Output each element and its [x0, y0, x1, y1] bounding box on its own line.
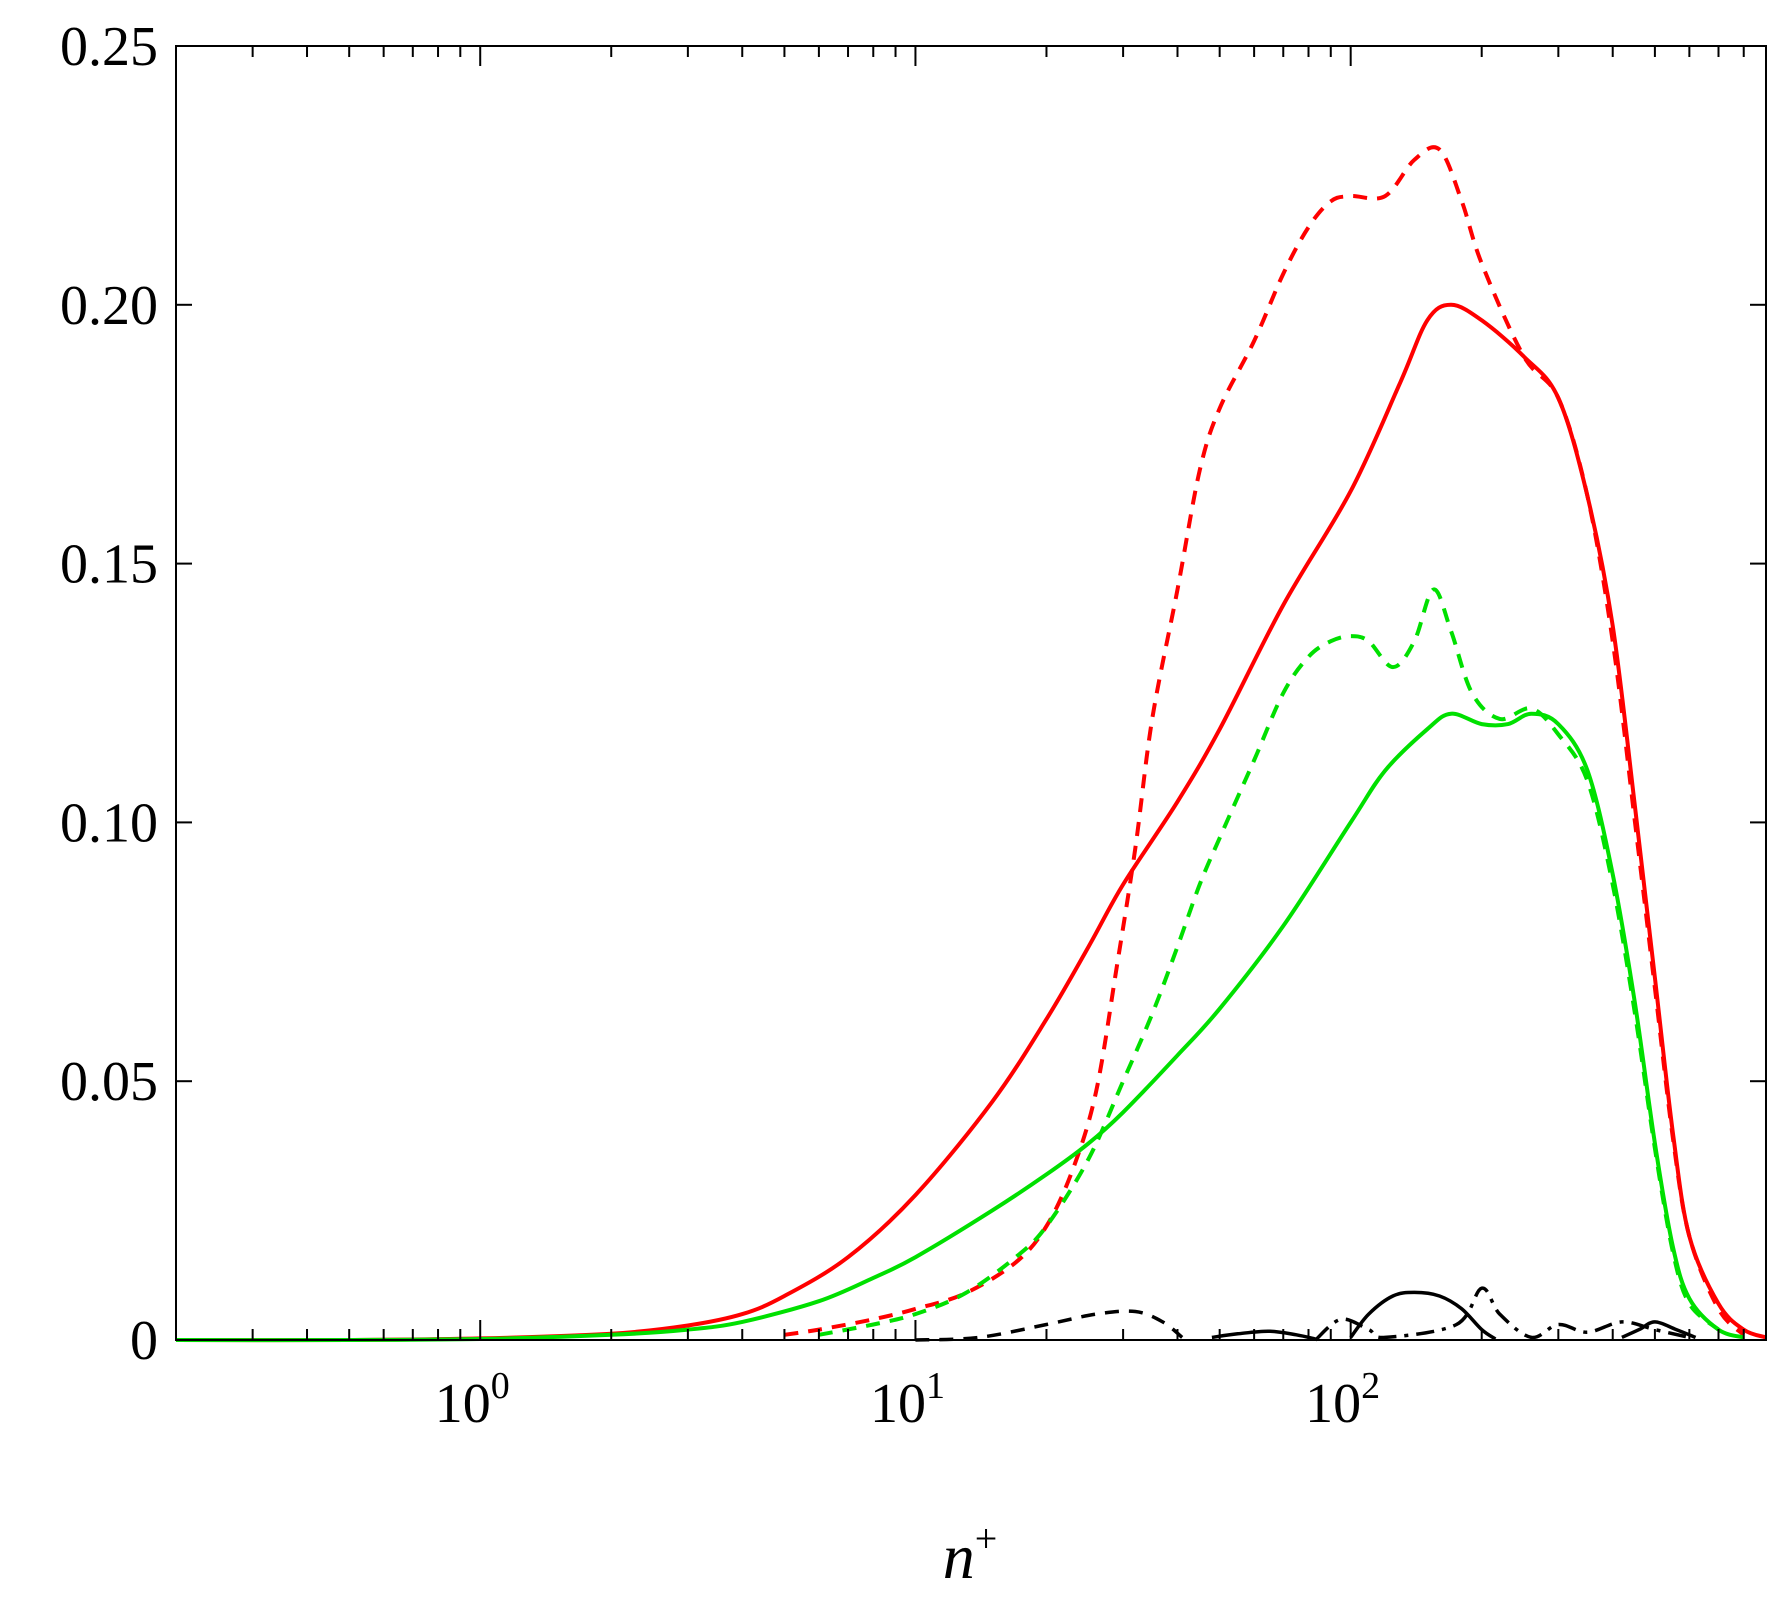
x-axis-title-sup: + — [975, 1516, 998, 1561]
y-tick-label: 0 — [130, 1310, 158, 1372]
series-line-9 — [1621, 1320, 1697, 1340]
series-line-2 — [784, 145, 1746, 1337]
x-tick-label-exp: 1 — [926, 1365, 945, 1407]
x-tick-label-exp: 2 — [1361, 1365, 1380, 1407]
series-line-8 — [1314, 1286, 1690, 1342]
x-tick-label-base: 10 — [435, 1373, 491, 1435]
x-tick-label: 100 — [435, 1365, 510, 1435]
x-axis-title: n+ — [943, 1516, 998, 1592]
x-tick-label-base: 10 — [1305, 1373, 1361, 1435]
series-line-1 — [175, 302, 1767, 1343]
x-axis-title-base: n — [943, 1521, 975, 1592]
y-tick-label: 0.25 — [60, 16, 158, 78]
y-tick-label: 0.05 — [60, 1051, 158, 1113]
x-tick-label-base: 10 — [870, 1373, 926, 1435]
series-layer — [175, 145, 1767, 1343]
ticks-layer — [175, 45, 1767, 1341]
y-tick-label: 0.15 — [60, 534, 158, 596]
y-tick-label: 0.20 — [60, 275, 158, 337]
series-line-5 — [915, 1309, 1184, 1342]
series-line-7 — [1349, 1290, 1497, 1341]
y-tick-label: 0.10 — [60, 792, 158, 854]
x-tick-label: 102 — [1305, 1365, 1380, 1435]
series-line-3 — [175, 711, 1745, 1343]
plot-frame — [175, 45, 1767, 1341]
series-line-4 — [818, 587, 1720, 1337]
x-tick-label: 101 — [870, 1365, 945, 1435]
x-tick-label-exp: 0 — [491, 1365, 510, 1407]
series-line-6 — [1211, 1329, 1316, 1341]
